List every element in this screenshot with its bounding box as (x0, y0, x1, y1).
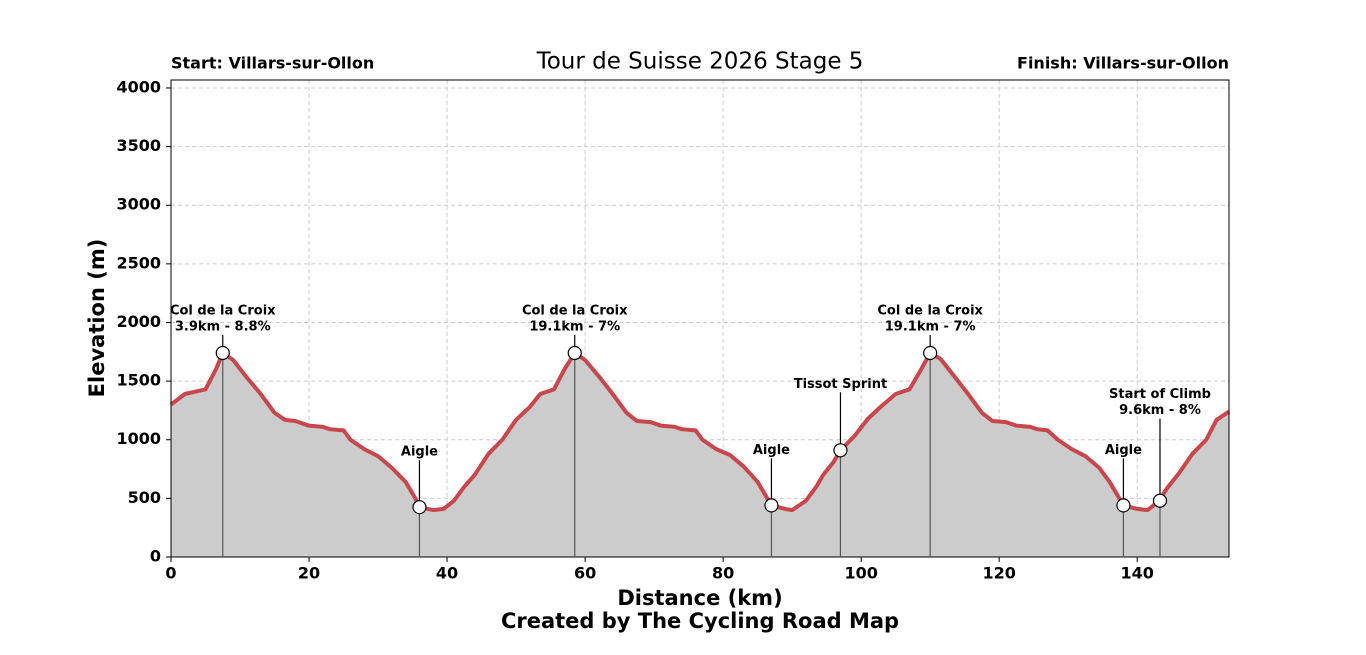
chart-title: Tour de Suisse 2026 Stage 5 (536, 49, 864, 75)
annotation-label: Col de la Croix (522, 303, 628, 318)
x-tick-label: 80 (712, 564, 734, 583)
annotation-label: Aigle (401, 445, 438, 460)
y-tick-label: 1000 (116, 429, 161, 448)
annotation-label: Start of Climb (1109, 387, 1211, 402)
x-tick-label: 140 (1121, 564, 1154, 583)
annotation-marker (764, 498, 779, 513)
start-label: Start: Villars-sur-Ollon (171, 54, 374, 73)
annotation-label: Aigle (753, 443, 790, 458)
finish-label: Finish: Villars-sur-Ollon (1017, 54, 1229, 73)
y-tick-label: 500 (128, 488, 161, 507)
x-tick-label: 20 (298, 564, 320, 583)
annotation-label: 19.1km - 7% (529, 319, 620, 334)
y-tick-label: 4000 (116, 77, 161, 96)
plot-frame (170, 79, 1230, 558)
x-axis-label: Distance (km) (617, 586, 782, 610)
annotation-label: Col de la Croix (170, 303, 276, 318)
elevation-line (169, 350, 1231, 513)
annotation-marker (215, 345, 230, 361)
y-tick-label: 0 (150, 547, 161, 566)
y-tick-label: 3500 (116, 136, 161, 155)
y-tick-label: 1500 (116, 371, 161, 390)
annotation-label: Aigle (1105, 443, 1142, 458)
y-tick-label: 3000 (116, 195, 161, 214)
annotation-marker (1152, 493, 1168, 508)
x-tick-label: 100 (844, 564, 877, 583)
annotation-label: 19.1km - 7% (885, 319, 976, 334)
annotation-marker (567, 345, 582, 361)
x-tick-label: 40 (436, 564, 458, 583)
annotation-marker (1116, 498, 1131, 513)
y-tick-label: 2500 (116, 253, 161, 272)
annotation-label: Tissot Sprint (794, 377, 887, 392)
x-tick-label: 60 (574, 564, 596, 583)
annotation-label: 9.6km - 8% (1119, 403, 1201, 418)
x-tick-label: 0 (165, 564, 176, 583)
x-tick-label: 120 (982, 564, 1015, 583)
annotation-marker (412, 500, 427, 515)
annotation-marker (833, 443, 848, 458)
footer: Created by The Cycling Road Map (501, 609, 899, 633)
annotation-label: Col de la Croix (877, 303, 983, 318)
annotation-marker (923, 345, 938, 361)
annotation-label: 3.9km - 8.8% (175, 319, 271, 334)
y-axis-label: Elevation (m) (85, 239, 109, 398)
elevation-area (171, 352, 1229, 557)
y-tick-label: 2000 (116, 312, 161, 331)
